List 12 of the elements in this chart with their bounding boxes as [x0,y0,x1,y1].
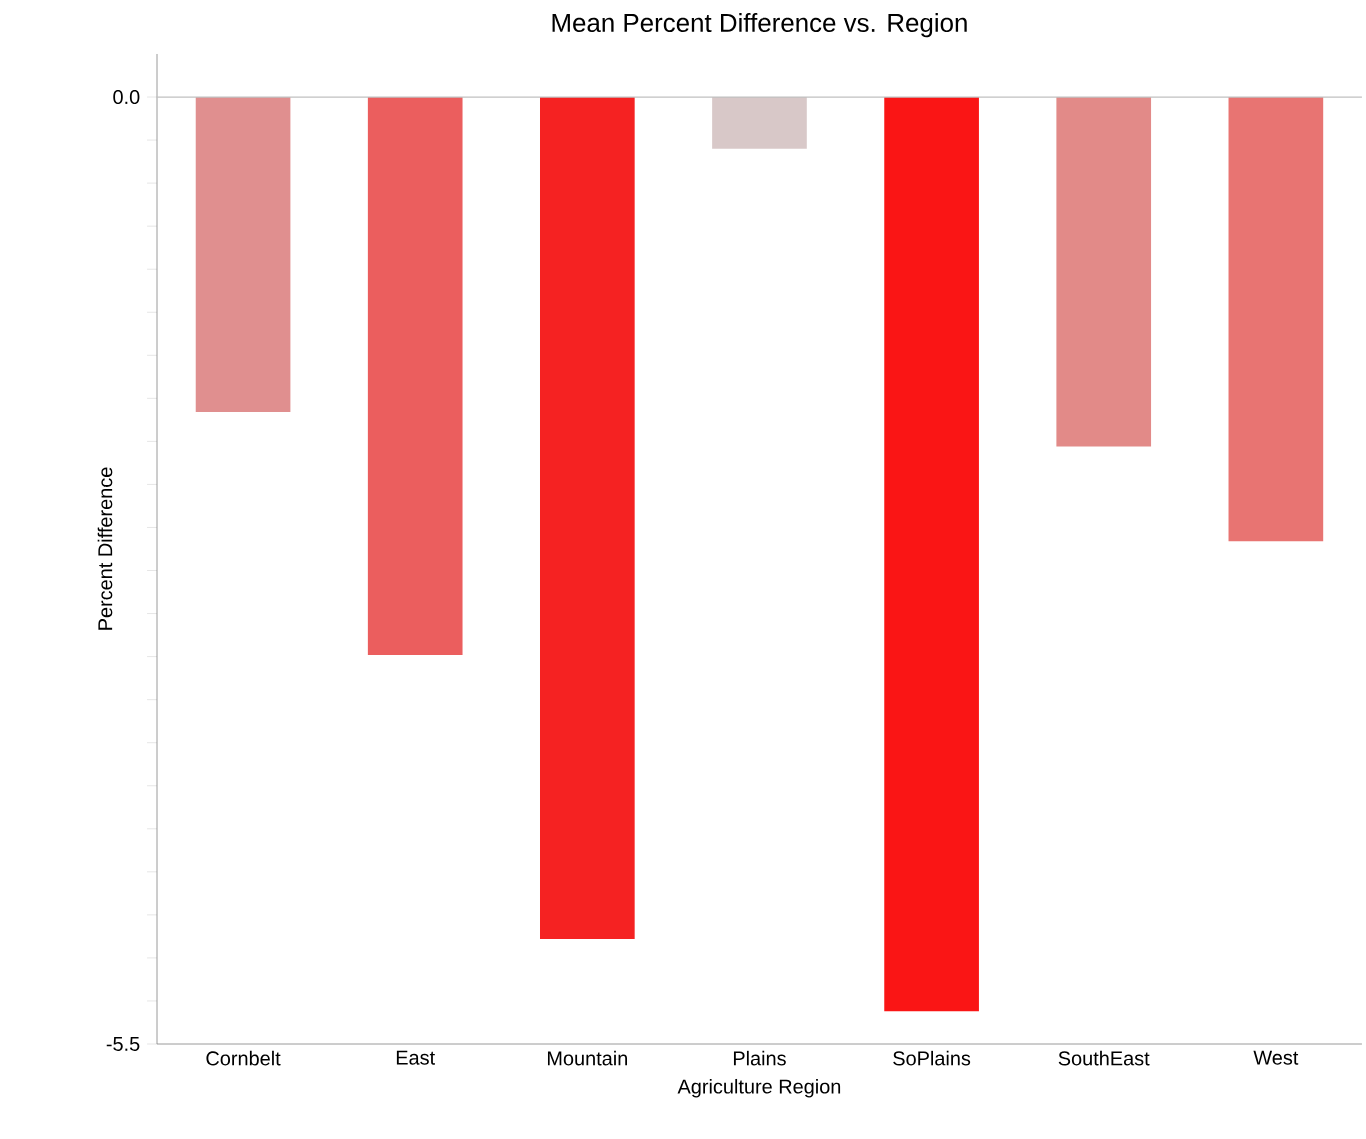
x-tick-label: Mountain [547,1050,627,1066]
x-tick-label: East [396,1050,435,1065]
y-axis-title: Percent Difference [97,467,113,630]
x-axis-title: Agriculture Region [677,1078,841,1098]
x-tick-label: Cornbelt [206,1050,281,1066]
chart-title: Mean Percent Difference vs. Region [552,13,967,38]
x-tick-label: West [1253,1050,1299,1065]
x-tick-label: SouthEast [1058,1050,1150,1066]
x-tick-label: SoPlains [893,1050,971,1066]
y-tick-label: -5.5 [106,1037,140,1051]
y-tick-label: 0.0 [113,89,140,105]
x-tick-label: Plains [733,1050,786,1066]
